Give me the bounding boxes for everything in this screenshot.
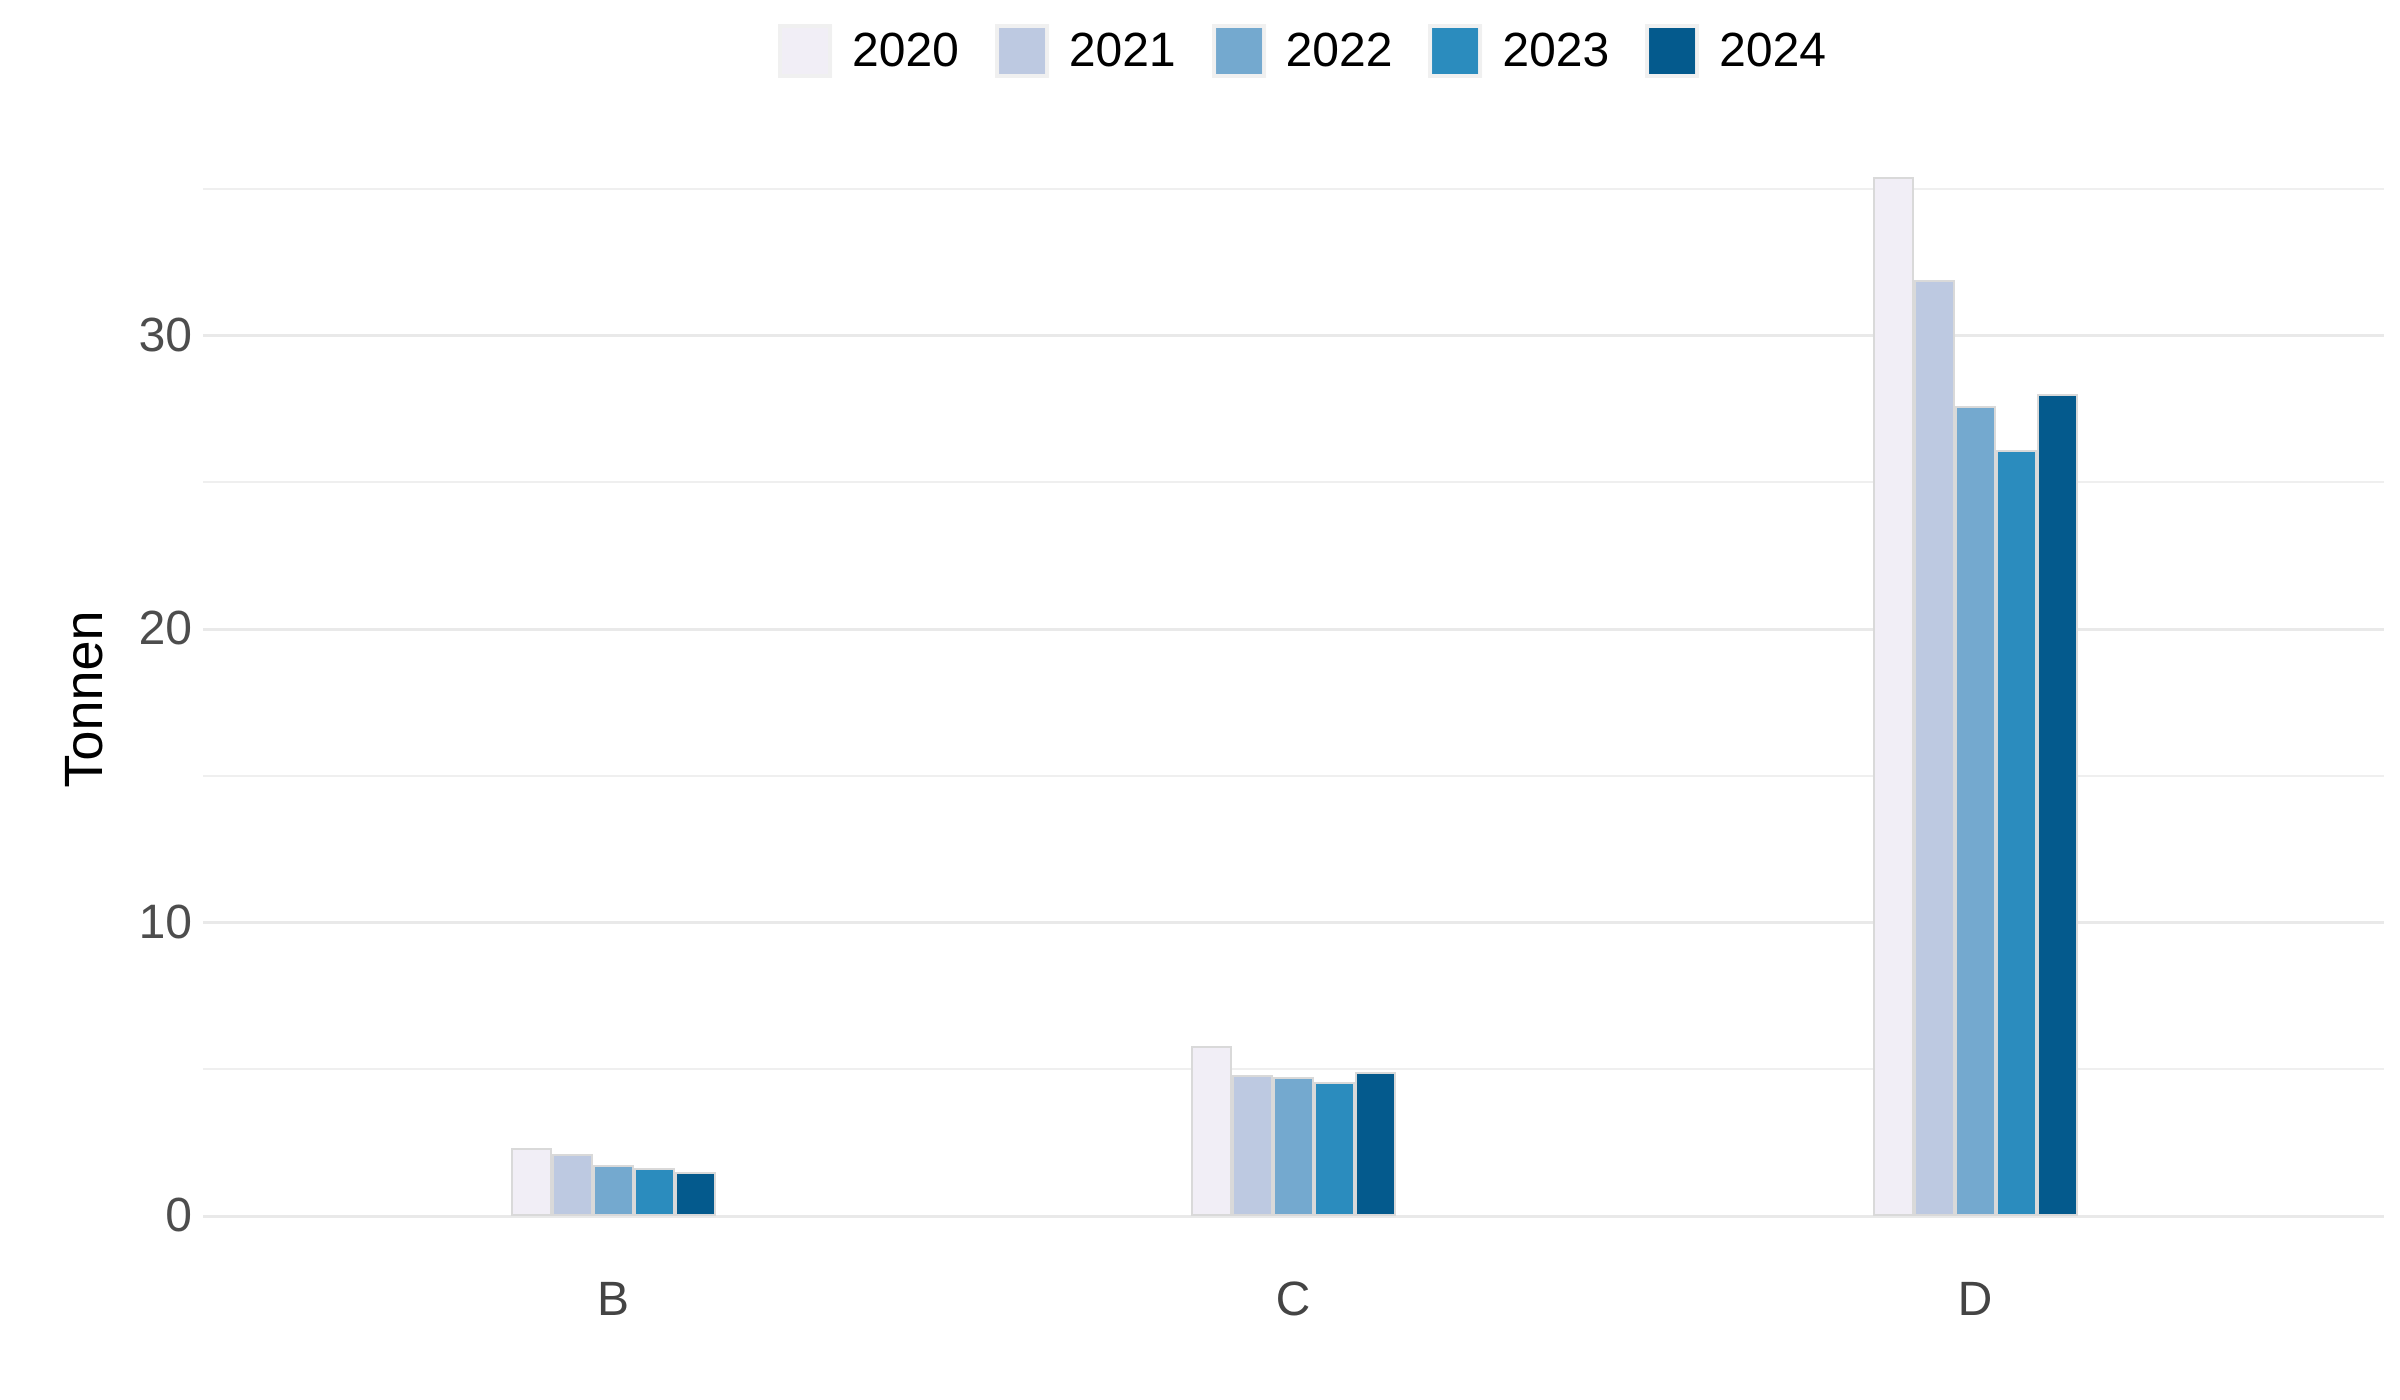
y-tick-label-20: 20 [138,602,192,655]
bar-D-2022 [1954,405,1996,1216]
legend-entry-2022: 2022 [1211,24,1393,78]
bar-C-2020 [1190,1045,1232,1216]
legend-label-2023: 2023 [1502,24,1610,77]
legend-swatch-2023 [1432,28,1479,74]
major-gridline-20 [203,627,2384,631]
x-category-label-D: D [1957,1273,1993,1326]
legend-key-2024 [1645,24,1700,78]
y-axis-title: Tonnen [54,610,114,788]
bar-D-2021 [1913,279,1955,1216]
bar-B-2023 [633,1167,675,1216]
y-tick-label-0: 0 [165,1189,192,1242]
legend-entry-2020: 2020 [778,24,959,78]
legend-swatch-2021 [998,28,1045,74]
legend-label-2024: 2024 [1719,24,1826,77]
bar-D-2024 [2036,394,2078,1216]
legend-swatch-2024 [1649,28,1696,74]
minor-gridline-15 [203,774,2384,777]
legend-swatch-2022 [1215,28,1262,74]
bar-D-2020 [1872,177,1914,1216]
bar-C-2023 [1313,1082,1355,1216]
bar-B-2022 [592,1164,634,1216]
legend-entry-2021: 2021 [994,24,1176,78]
bar-B-2020 [510,1148,552,1216]
minor-gridline-5 [203,1068,2384,1071]
legend-label-2020: 2020 [852,24,959,77]
legend-key-2023 [1428,24,1483,78]
minor-gridline-25 [203,481,2384,484]
y-tick-label-30: 30 [138,308,192,362]
legend-key-2020 [778,24,833,78]
minor-gridline-35 [203,187,2384,190]
x-category-label-C: C [1275,1273,1311,1326]
bar-C-2022 [1272,1076,1314,1216]
major-gridline-30 [203,334,2384,337]
legend-entry-2023: 2023 [1428,24,1609,78]
bar-D-2023 [1995,449,2037,1216]
legend-entry-2024: 2024 [1645,24,1826,78]
bar-C-2021 [1231,1075,1273,1216]
legend: 2020 2021 2022 2023 2024 [778,24,1826,78]
legend-key-2021 [994,24,1049,78]
bar-B-2024 [674,1171,716,1216]
bar-B-2021 [551,1154,593,1216]
legend-label-2022: 2022 [1285,24,1393,77]
legend-label-2021: 2021 [1068,24,1176,77]
major-gridline-0 [203,1214,2384,1218]
legend-key-2022 [1211,24,1266,78]
legend-swatch-2020 [782,28,829,74]
y-tick-label-10: 10 [138,895,192,949]
bar-C-2024 [1354,1072,1396,1216]
major-gridline-10 [203,921,2384,924]
x-category-label-B: B [596,1273,629,1326]
